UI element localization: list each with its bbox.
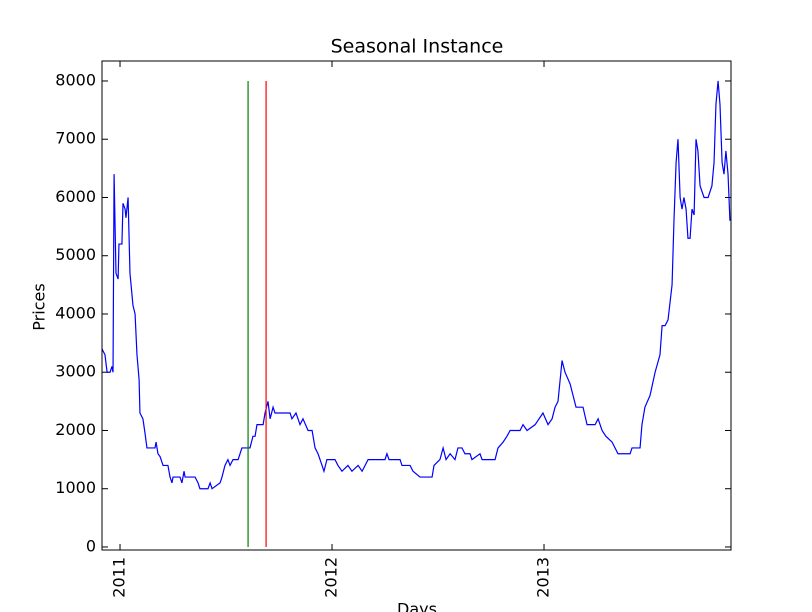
y-tick-label: 5000 xyxy=(55,245,96,264)
plot-frame xyxy=(101,60,732,551)
y-tick-label: 1000 xyxy=(55,478,96,497)
x-tick-label: 2013 xyxy=(534,557,553,598)
chart-title: Seasonal Instance xyxy=(331,36,504,58)
y-tick-label: 3000 xyxy=(55,362,96,381)
y-tick-label: 8000 xyxy=(55,70,96,89)
y-tick-label: 2000 xyxy=(55,420,96,439)
y-tick-label: 0 xyxy=(86,536,96,555)
x-tick-label: 2012 xyxy=(322,557,341,598)
y-tick-label: 4000 xyxy=(55,303,96,322)
x-axis-label: Days xyxy=(397,600,437,612)
line-series xyxy=(101,80,731,490)
y-tick-label: 7000 xyxy=(55,129,96,148)
y-tick-label: 6000 xyxy=(55,187,96,206)
y-axis-label: Prices xyxy=(30,283,49,330)
x-tick-label: 2011 xyxy=(110,557,129,598)
